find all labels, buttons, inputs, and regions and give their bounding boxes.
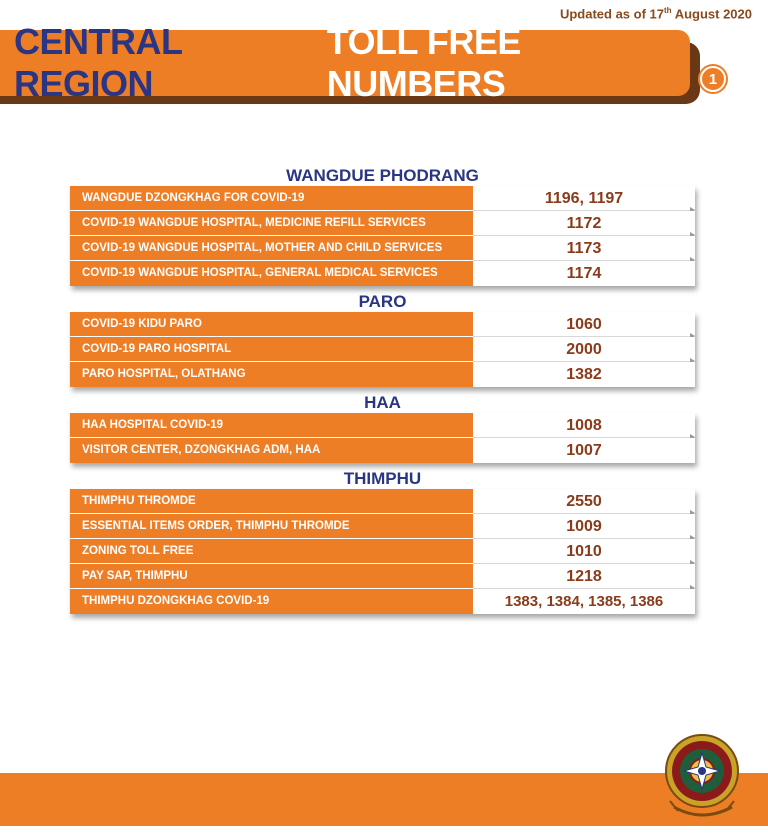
section-table: HAA HOSPITAL COVID-19 1008 VISITOR CENTER… (70, 413, 695, 463)
updated-prefix: Updated as of 17 (559, 6, 664, 22)
row-label: PARO HOSPITAL, OLATHANG (70, 362, 473, 387)
updated-suffix: th (664, 6, 672, 15)
table-row: HAA HOSPITAL COVID-19 1008 (70, 413, 695, 440)
row-label: THIMPHU DZONGKHAG COVID-19 (70, 589, 473, 614)
row-number: 1173 (473, 236, 695, 263)
section-title: WANGDUE PHODRANG (286, 166, 479, 185)
table-row: COVID-19 WANGDUE HOSPITAL, MOTHER AND CH… (70, 236, 695, 263)
row-label: PAY SAP, THIMPHU (70, 564, 473, 589)
footer-bar (0, 773, 768, 826)
row-label: WANGDUE DZONGKHAG FOR COVID-19 (70, 186, 473, 211)
banner-title-toll-free: TOLL FREE NUMBERS (326, 21, 522, 104)
row-number: 1008 (473, 413, 695, 440)
row-number: 1010 (473, 539, 695, 566)
row-number: 1218 (473, 564, 695, 591)
updated-date: Updated as of 17th August 2020 (560, 6, 752, 21)
table-row: PAY SAP, THIMPHU 1218 (70, 564, 695, 591)
table-row: COVID-19 WANGDUE HOSPITAL, MEDICINE REFI… (70, 211, 695, 238)
row-number: 1382 (473, 362, 695, 387)
row-label: COVID-19 PARO HOSPITAL (70, 337, 473, 362)
table-row: COVID-19 PARO HOSPITAL 2000 (70, 337, 695, 364)
row-number: 1174 (473, 261, 695, 286)
page-banner: CENTRAL REGION TOLL FREE NUMBERS (0, 21, 690, 104)
row-label: COVID-19 WANGDUE HOSPITAL, MEDICINE REFI… (70, 211, 473, 236)
row-label: VISITOR CENTER, DZONGKHAG ADM, HAA (70, 438, 473, 463)
section-title: THIMPHU (343, 469, 422, 488)
section-title: HAA (364, 393, 401, 412)
row-number: 1009 (473, 514, 695, 541)
national-emblem-icon (665, 734, 739, 817)
section-haa: HAA HAA HOSPITAL COVID-19 1008 VISITOR CE… (70, 393, 695, 463)
row-label: HAA HOSPITAL COVID-19 (70, 413, 473, 438)
table-row: PARO HOSPITAL, OLATHANG 1382 (70, 362, 695, 387)
row-number: 1383, 1384, 1385, 1386 (473, 589, 695, 614)
row-number: 2550 (473, 489, 695, 516)
table-row: ZONING TOLL FREE 1010 (70, 539, 695, 566)
updated-rest: August 2020 (671, 6, 752, 22)
row-number: 1172 (473, 211, 695, 238)
table-row: ESSENTIAL ITEMS ORDER, THIMPHU THROMDE 10… (70, 514, 695, 541)
row-label: COVID-19 WANGDUE HOSPITAL, GENERAL MEDIC… (70, 261, 473, 286)
page-number-badge: 1 (700, 66, 726, 92)
section-title: PARO (358, 292, 407, 311)
section-thimphu: THIMPHU THIMPHU THROMDE 2550 ESSENTIAL IT… (70, 469, 695, 614)
row-number: 1060 (473, 312, 695, 339)
table-row: WANGDUE DZONGKHAG FOR COVID-19 1196, 1197 (70, 186, 695, 213)
section-wangdue: WANGDUE PHODRANG WANGDUE DZONGKHAG FOR C… (70, 166, 695, 286)
table-row: VISITOR CENTER, DZONGKHAG ADM, HAA 1007 (70, 438, 695, 463)
banner-title-region: CENTRAL REGION (14, 21, 182, 104)
table-row: COVID-19 WANGDUE HOSPITAL, GENERAL MEDIC… (70, 261, 695, 286)
row-label: ZONING TOLL FREE (70, 539, 473, 564)
table-row: THIMPHU THROMDE 2550 (70, 489, 695, 516)
table-row: COVID-19 KIDU PARO 1060 (70, 312, 695, 339)
row-number: 1196, 1197 (473, 186, 695, 213)
row-label: THIMPHU THROMDE (70, 489, 473, 514)
row-number: 2000 (473, 337, 695, 364)
table-row: THIMPHU DZONGKHAG COVID-19 1383, 1384, 13… (70, 589, 695, 614)
section-table: COVID-19 KIDU PARO 1060 COVID-19 PARO HOS… (70, 312, 695, 387)
row-number: 1007 (473, 438, 695, 463)
row-label: COVID-19 KIDU PARO (70, 312, 473, 337)
toll-free-list: WANGDUE PHODRANG WANGDUE DZONGKHAG FOR C… (70, 166, 695, 614)
row-label: ESSENTIAL ITEMS ORDER, THIMPHU THROMDE (70, 514, 473, 539)
section-table: THIMPHU THROMDE 2550 ESSENTIAL ITEMS ORDE… (70, 489, 695, 614)
section-paro: PARO COVID-19 KIDU PARO 1060 COVID-19 PAR… (70, 292, 695, 387)
section-table: WANGDUE DZONGKHAG FOR COVID-19 1196, 1197… (70, 186, 695, 286)
row-label: COVID-19 WANGDUE HOSPITAL, MOTHER AND CH… (70, 236, 473, 261)
